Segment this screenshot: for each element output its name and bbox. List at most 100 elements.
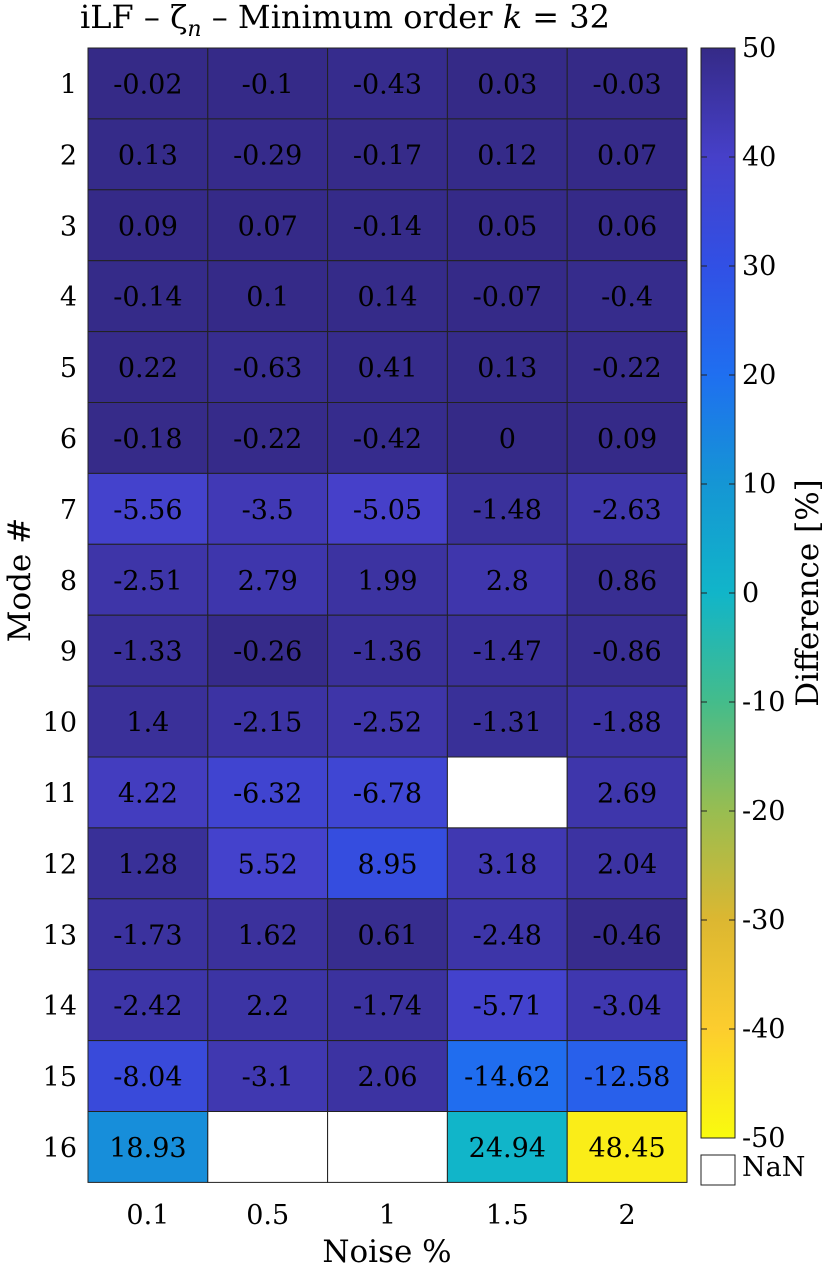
cell-value-label: -1.33 bbox=[113, 637, 182, 668]
heatmap-cell bbox=[327, 189, 448, 262]
heatmap-cell bbox=[446, 685, 568, 758]
cell-value-label: -0.14 bbox=[353, 211, 422, 242]
heatmap-cell bbox=[87, 1040, 209, 1112]
colorbar-nan-label: NaN bbox=[742, 1152, 805, 1183]
cell-value-label: -0.07 bbox=[473, 282, 542, 313]
heatmap-cell bbox=[207, 47, 329, 120]
cell-value-label: 0.03 bbox=[477, 69, 537, 100]
heatmap-cell bbox=[87, 472, 209, 545]
heatmap-cell bbox=[87, 543, 209, 616]
cell-value-label: 1.4 bbox=[126, 708, 169, 739]
heatmap-cell bbox=[207, 1111, 329, 1183]
heatmap-cell bbox=[566, 827, 688, 900]
heatmap-cell bbox=[446, 756, 568, 829]
colorbar-tick-label: 20 bbox=[742, 360, 776, 391]
heatmap-cell bbox=[566, 47, 688, 120]
cell-value-label: -0.02 bbox=[113, 69, 182, 100]
cell-value-label: -0.17 bbox=[353, 140, 422, 171]
heatmap-cell bbox=[566, 1111, 688, 1183]
cell-value-label: 0.12 bbox=[477, 140, 537, 171]
cell-value-label: 0.13 bbox=[118, 140, 178, 171]
heatmap-cell bbox=[87, 1111, 209, 1183]
heatmap-cell bbox=[566, 685, 688, 758]
heatmap-cell bbox=[207, 543, 329, 616]
cell-value-label: -1.73 bbox=[113, 920, 182, 951]
cell-value-label: 5.52 bbox=[238, 849, 298, 880]
colorbar-tick-label: 30 bbox=[742, 251, 776, 282]
cell-value-label: 2.04 bbox=[597, 849, 657, 880]
y-tick-label: 5 bbox=[60, 353, 77, 384]
heatmap-cell bbox=[327, 1040, 448, 1112]
y-tick-label: 13 bbox=[43, 920, 77, 951]
cell-value-label: 2.06 bbox=[357, 1062, 417, 1093]
cell-value-label: -5.56 bbox=[113, 495, 182, 526]
heatmap-cell bbox=[207, 260, 329, 333]
y-tick-label: 8 bbox=[60, 566, 77, 597]
cell-value-label: -0.4 bbox=[601, 282, 653, 313]
cell-value-label: 0 bbox=[499, 424, 516, 455]
cell-value-label: -2.42 bbox=[113, 991, 182, 1022]
cell-value-label: -0.14 bbox=[113, 282, 182, 313]
cell-value-label: 8.95 bbox=[357, 849, 417, 880]
colorbar-ticks: 50 40 30 20 10 0 -10 -20 -30 -40 -50 bbox=[701, 33, 785, 1154]
heatmap-cell bbox=[87, 827, 209, 900]
heatmap-cell bbox=[207, 614, 329, 687]
y-tick-label: 14 bbox=[43, 991, 77, 1022]
y-tick-label: 16 bbox=[43, 1133, 77, 1164]
colorbar-tick-label: 50 bbox=[742, 33, 776, 64]
cell-value-label: 4.22 bbox=[118, 778, 178, 809]
heatmap-cell bbox=[207, 827, 329, 900]
heatmap-cell bbox=[207, 402, 329, 474]
heatmap-cell bbox=[566, 331, 688, 404]
cell-value-label: -0.46 bbox=[592, 920, 661, 951]
y-tick-label: 9 bbox=[60, 637, 77, 668]
cell-value-label: -1.88 bbox=[592, 708, 661, 739]
y-tick-label: 2 bbox=[60, 140, 77, 171]
cell-value-label: -3.04 bbox=[592, 991, 661, 1022]
heatmap-cell bbox=[446, 402, 568, 474]
x-tick-label: 2 bbox=[619, 1200, 636, 1231]
cell-value-label: 0.13 bbox=[477, 353, 537, 384]
cell-value-label: 0.09 bbox=[118, 211, 178, 242]
cell-value-label: 2.69 bbox=[597, 778, 657, 809]
heatmap-cell bbox=[327, 260, 448, 333]
heatmap-cell bbox=[566, 898, 688, 971]
colorbar: 50 40 30 20 10 0 -10 -20 -30 -40 -50 NaN Differenc… bbox=[700, 33, 826, 1186]
x-tick-label: 0.1 bbox=[126, 1200, 169, 1231]
cell-value-label: -1.48 bbox=[473, 495, 542, 526]
y-tick-label: 6 bbox=[60, 424, 77, 455]
heatmap-cell bbox=[566, 1040, 688, 1112]
cell-value-label: -6.32 bbox=[233, 778, 302, 809]
y-tick-label: 4 bbox=[60, 282, 77, 313]
cell-value-label: 0.09 bbox=[597, 424, 657, 455]
cell-value-label: -2.51 bbox=[113, 566, 182, 597]
heatmap-cell bbox=[207, 189, 329, 262]
cell-value-label: -3.5 bbox=[242, 495, 294, 526]
heatmap-cell bbox=[446, 1040, 568, 1112]
cell-value-label: -6.78 bbox=[353, 778, 422, 809]
heatmap-cell bbox=[446, 543, 568, 616]
chart-title: iLF – ζn – Minimum order k = 32 bbox=[80, 0, 610, 42]
cell-value-label: -1.36 bbox=[353, 637, 422, 668]
heatmap-cell bbox=[566, 260, 688, 333]
heatmap-cell bbox=[327, 685, 448, 758]
cell-value-label: -1.74 bbox=[353, 991, 422, 1022]
heatmap-cell bbox=[87, 47, 209, 120]
cell-value-label: 0.22 bbox=[118, 353, 178, 384]
heatmap-cell bbox=[327, 118, 448, 191]
cell-value-label: 1.28 bbox=[118, 849, 178, 880]
heatmap-cell bbox=[87, 118, 209, 191]
cell-value-label: -0.86 bbox=[592, 637, 661, 668]
heatmap-cell bbox=[566, 118, 688, 191]
colorbar-tick-label: -10 bbox=[742, 687, 785, 718]
colorbar-tick-label: -50 bbox=[742, 1123, 785, 1154]
cell-value-label: 18.93 bbox=[109, 1133, 186, 1164]
cell-value-label: 0.86 bbox=[597, 566, 657, 597]
x-tick-label: 1.5 bbox=[486, 1200, 529, 1231]
y-tick-label: 11 bbox=[43, 778, 77, 809]
cell-value-label: -0.22 bbox=[592, 353, 661, 384]
heatmap-cells: -0.02 -0.1 -0.43 0.03 -0.03 0.13 -0.29 -0.17 0.1… bbox=[87, 47, 688, 1183]
heatmap-cell bbox=[327, 827, 448, 900]
heatmap-cell bbox=[327, 47, 448, 120]
